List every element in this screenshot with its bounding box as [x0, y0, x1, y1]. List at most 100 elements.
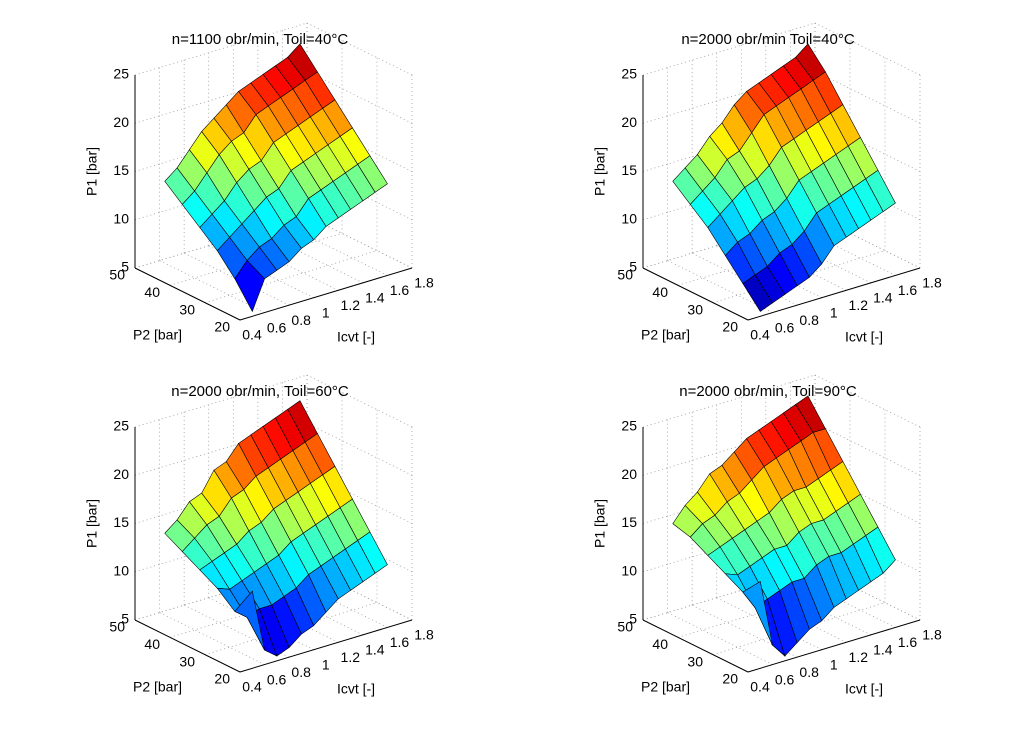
x-tick-label: 0.6 — [775, 671, 795, 687]
x-tick-label: 1.6 — [898, 282, 918, 298]
x-tick-label: 0.4 — [242, 327, 262, 343]
y-tick-label: 30 — [179, 653, 195, 669]
z-tick-label: 20 — [113, 114, 129, 130]
x-tick-label: 1.4 — [365, 642, 385, 658]
surface-patch — [234, 260, 265, 313]
y-tick-label: 50 — [617, 619, 633, 635]
y-axis-label: P2 [bar] — [641, 327, 690, 343]
y-tick-label: 30 — [179, 301, 195, 317]
z-tick-label: 10 — [113, 562, 129, 578]
surface-patch — [234, 590, 265, 651]
y-axis-label: P2 [bar] — [133, 327, 182, 343]
z-axis-label: P1 [bar] — [592, 147, 608, 196]
x-tick-label: 1.6 — [390, 634, 410, 650]
z-tick-label: 20 — [621, 114, 637, 130]
subplot-title: n=1100 obr/min, Toil=40°C — [172, 31, 349, 48]
x-tick-label: 1.8 — [414, 275, 434, 291]
z-axis-label: P1 [bar] — [84, 499, 100, 548]
x-axis-label: Icvt [-] — [337, 329, 375, 345]
x-tick-label: 0.4 — [242, 679, 262, 695]
x-tick-label: 0.4 — [750, 327, 770, 343]
y-axis — [134, 619, 241, 673]
x-tick-label: 1.2 — [849, 649, 869, 665]
x-tick-label: 1.8 — [414, 627, 434, 643]
x-tick-label: 0.8 — [291, 664, 311, 680]
z-tick-label: 5 — [629, 611, 637, 627]
surface-patch — [742, 580, 773, 646]
subplot-title: n=2000 obr/min Toil=40°C — [681, 31, 855, 48]
y-axis — [642, 267, 749, 321]
y-tick-label: 30 — [687, 653, 703, 669]
x-tick-label: 1.6 — [898, 634, 918, 650]
z-tick-label: 25 — [113, 418, 129, 434]
z-tick-label: 10 — [621, 210, 637, 226]
y-tick-label: 50 — [109, 619, 125, 635]
x-tick-label: 1.6 — [390, 282, 410, 298]
x-tick-label: 1 — [830, 656, 838, 672]
x-tick-label: 1.2 — [341, 649, 361, 665]
y-tick-label: 40 — [144, 284, 160, 300]
x-tick-label: 1.4 — [873, 290, 893, 306]
x-tick-label: 0.6 — [775, 319, 795, 335]
z-tick-label: 5 — [121, 259, 129, 275]
x-tick-label: 1 — [322, 656, 330, 672]
y-tick-label: 20 — [214, 319, 230, 335]
x-axis — [747, 619, 921, 673]
z-tick-label: 15 — [621, 514, 637, 530]
x-tick-label: 1.2 — [849, 297, 869, 313]
x-tick-label: 0.8 — [291, 312, 311, 328]
y-axis-label: P2 [bar] — [641, 679, 690, 695]
x-tick-label: 0.6 — [267, 671, 287, 687]
z-tick-label: 5 — [121, 611, 129, 627]
y-tick-label: 30 — [687, 301, 703, 317]
y-tick-label: 40 — [652, 636, 668, 652]
y-tick-label: 40 — [144, 636, 160, 652]
z-axis-label: P1 [bar] — [84, 147, 100, 196]
subplot: 0.4 0.6 0.8 1 1.2 1.4 1.6 1.8 20 30 40 505 10 15 20 25 n… — [84, 22, 434, 345]
x-axis — [239, 619, 413, 673]
y-tick-label: 20 — [214, 671, 230, 687]
x-tick-label: 1 — [322, 304, 330, 320]
z-tick-label: 10 — [113, 210, 129, 226]
x-tick-label: 1.8 — [922, 275, 942, 291]
y-axis — [642, 619, 749, 673]
y-tick-label: 20 — [722, 319, 738, 335]
subplot-title: n=2000 obr/min, Toil=60°C — [171, 383, 349, 400]
z-tick-label: 15 — [113, 162, 129, 178]
x-axis-label: Icvt [-] — [337, 681, 375, 697]
x-tick-label: 0.6 — [267, 319, 287, 335]
x-tick-label: 1.8 — [922, 627, 942, 643]
z-tick-label: 20 — [621, 466, 637, 482]
y-tick-label: 40 — [652, 284, 668, 300]
x-tick-label: 1.4 — [873, 642, 893, 658]
z-tick-label: 15 — [113, 514, 129, 530]
z-tick-label: 10 — [621, 562, 637, 578]
x-axis-label: Icvt [-] — [845, 681, 883, 697]
y-axis-label: P2 [bar] — [133, 679, 182, 695]
x-tick-label: 1.2 — [341, 297, 361, 313]
subplot: 0.4 0.6 0.8 1 1.2 1.4 1.6 1.8 20 30 40 505 10 15 20 25 n… — [84, 374, 434, 697]
subplot-title: n=2000 obr/min, Toil=90°C — [679, 383, 857, 400]
x-tick-label: 1 — [830, 304, 838, 320]
subplot: 0.4 0.6 0.8 1 1.2 1.4 1.6 1.8 20 30 40 505 10 15 20 25 n… — [592, 22, 942, 345]
z-tick-label: 15 — [621, 162, 637, 178]
x-tick-label: 0.8 — [799, 664, 819, 680]
z-tick-label: 20 — [113, 466, 129, 482]
x-tick-label: 0.4 — [750, 679, 770, 695]
x-axis — [239, 267, 413, 321]
y-tick-label: 50 — [109, 267, 125, 283]
y-tick-label: 50 — [617, 267, 633, 283]
z-tick-label: 5 — [629, 259, 637, 275]
x-axis — [747, 267, 921, 321]
z-axis-label: P1 [bar] — [592, 499, 608, 548]
x-tick-label: 1.4 — [365, 290, 385, 306]
surface-patch — [742, 274, 773, 312]
y-axis — [134, 267, 241, 321]
subplot: 0.4 0.6 0.8 1 1.2 1.4 1.6 1.8 20 30 40 505 10 15 20 25 n… — [592, 374, 942, 697]
y-tick-label: 20 — [722, 671, 738, 687]
z-tick-label: 25 — [621, 418, 637, 434]
z-tick-label: 25 — [113, 66, 129, 82]
z-tick-label: 25 — [621, 66, 637, 82]
